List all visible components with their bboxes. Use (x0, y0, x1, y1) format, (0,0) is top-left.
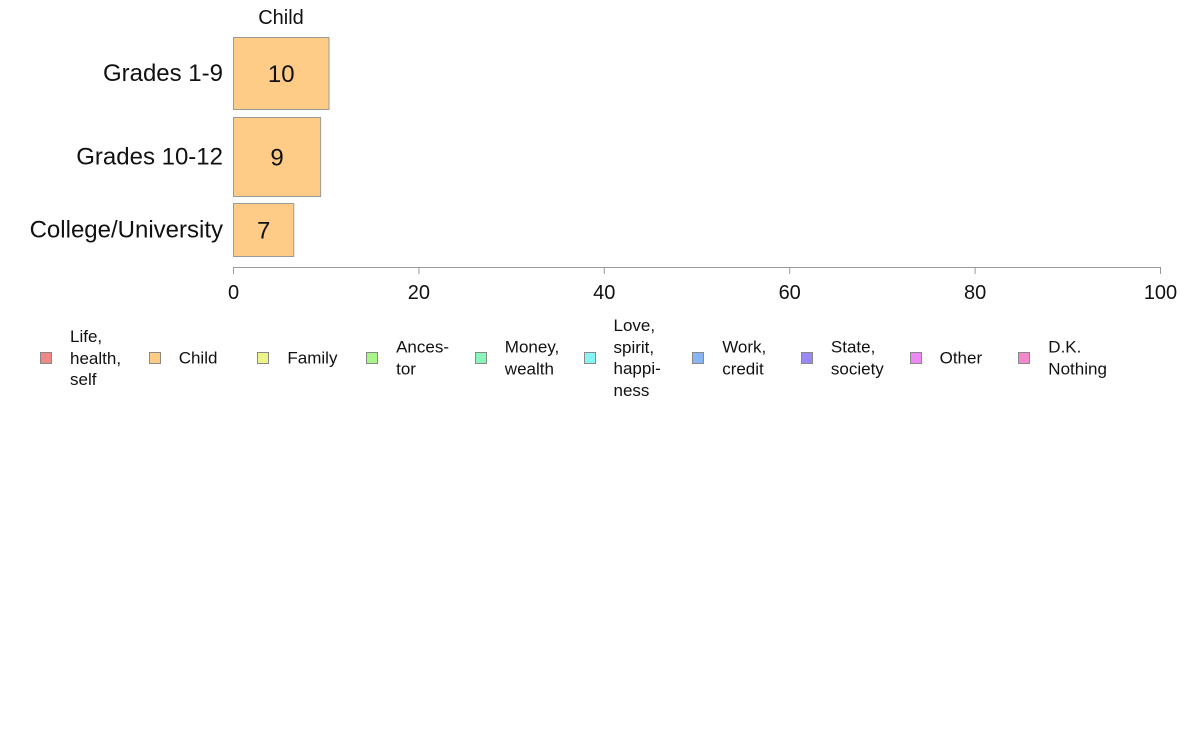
legend-label: State, society (830, 337, 884, 379)
x-tick-label: 80 (964, 282, 986, 304)
data-label: 7 (257, 218, 270, 245)
legend-label: Ances- tor (396, 337, 450, 379)
legend-swatch-icon (692, 352, 705, 364)
legend-swatch-icon (583, 352, 596, 364)
bar (233, 203, 295, 257)
x-tick-label: 20 (408, 282, 430, 304)
legend-label: Other (939, 348, 983, 368)
legend-label: Life, health, self (70, 326, 122, 389)
x-tick-label: 40 (593, 282, 615, 304)
category-label: College/University (30, 217, 223, 244)
legend-swatch-icon (474, 352, 487, 364)
legend-swatch-icon (909, 352, 922, 364)
bar (233, 37, 330, 110)
category-label: Grades 10-12 (76, 144, 223, 171)
legend-swatch-icon (40, 352, 52, 364)
legend-label: D.K. Nothing (1048, 337, 1107, 379)
bar (233, 117, 322, 197)
legend-label: Love, spirit, happi- ness (613, 316, 661, 400)
legend-label: Money, wealth (504, 337, 560, 379)
bar-chart: Child Grades 1-9 10 Grades 10-12 9 College/U… (30, 7, 1178, 304)
x-tick-label: 0 (228, 282, 239, 304)
legend-swatch-icon (800, 352, 813, 364)
legend-swatch-icon (1018, 352, 1031, 364)
legend-label: Work, credit (722, 337, 767, 379)
data-label: 9 (270, 145, 283, 172)
legend-label: Family (287, 348, 338, 368)
legend-swatch-icon (366, 352, 379, 364)
x-tick-label: 100 (1144, 282, 1177, 304)
data-label: 10 (268, 61, 295, 88)
legend-swatch-icon (257, 352, 270, 364)
x-tick-label: 60 (779, 282, 801, 304)
panel-title: Child (258, 7, 304, 29)
legend-swatch-icon (148, 352, 161, 364)
legend: Life, health, self Child Family Ances- tor M… (0, 316, 1188, 408)
legend-label: Child (178, 348, 218, 368)
category-label: Grades 1-9 (103, 60, 223, 87)
